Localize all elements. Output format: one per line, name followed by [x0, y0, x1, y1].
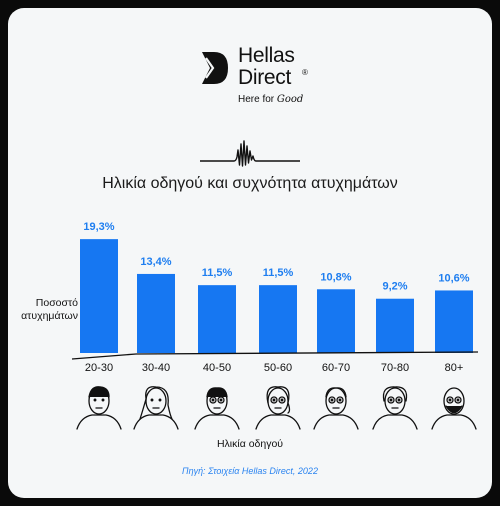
- young-man-face-icon: [76, 386, 122, 430]
- brand-name-line2: Direct: [238, 66, 292, 89]
- value-label-50-60: 11,5%: [263, 267, 294, 279]
- category-label-40-50: 40-50: [203, 362, 231, 374]
- source-note: Πηγή: Στοιχεία Hellas Direct, 2022: [182, 466, 318, 476]
- brand-arrow-icon: [202, 52, 228, 84]
- value-label-60-70: 10,8%: [320, 271, 351, 283]
- older-woman-glasses-face-icon: [372, 386, 418, 430]
- bar-30-40: [137, 273, 175, 353]
- sound-wave-icon: [200, 140, 300, 167]
- value-label-70-80: 9,2%: [382, 281, 407, 293]
- brand-tagline: Here for Good: [238, 94, 304, 105]
- value-label-40-50: 11,5%: [202, 267, 233, 279]
- chart-title: Ηλικία οδηγού και συχνότητα ατυχημάτων: [102, 175, 398, 192]
- category-label-70-80: 70-80: [381, 362, 409, 374]
- woman-glasses-face-icon: [255, 386, 301, 430]
- category-label-20-30: 20-30: [85, 362, 113, 374]
- infographic-card: Hellas Direct ® Here for Good Ηλικία οδη…: [8, 8, 492, 498]
- bar-chart: 19,3% 20-30 13,4% 30-40 11,5% 40-50 11,5% 50-60…: [71, 221, 479, 430]
- y-axis-label: Ποσοστό ατυχημάτων: [21, 297, 78, 322]
- bar-40-50: [198, 285, 236, 353]
- bar-50-60: [259, 285, 297, 353]
- hellas-direct-logo: Hellas Direct ® Here for Good: [200, 44, 330, 114]
- bar-20-30: [80, 239, 118, 353]
- older-man-glasses-face-icon: [313, 387, 359, 430]
- value-label-80+: 10,6%: [438, 272, 469, 284]
- category-label-30-40: 30-40: [142, 362, 170, 374]
- bar-70-80: [376, 298, 414, 353]
- registered-mark: ®: [302, 68, 308, 77]
- category-label-50-60: 50-60: [264, 362, 292, 374]
- bar-60-70: [317, 289, 355, 353]
- category-label-80+: 80+: [445, 362, 464, 374]
- brand-name-line1: Hellas: [238, 44, 295, 67]
- x-axis-line: [71, 351, 479, 360]
- woman-face-icon: [133, 386, 179, 430]
- bar-80+: [435, 290, 473, 353]
- value-label-20-30: 19,3%: [83, 221, 114, 233]
- bearded-old-man-face-icon: [431, 387, 477, 430]
- value-label-30-40: 13,4%: [140, 256, 171, 268]
- man-glasses-face-icon: [194, 387, 240, 430]
- category-label-60-70: 60-70: [322, 362, 350, 374]
- x-axis-label: Ηλικία οδηγού: [216, 438, 284, 450]
